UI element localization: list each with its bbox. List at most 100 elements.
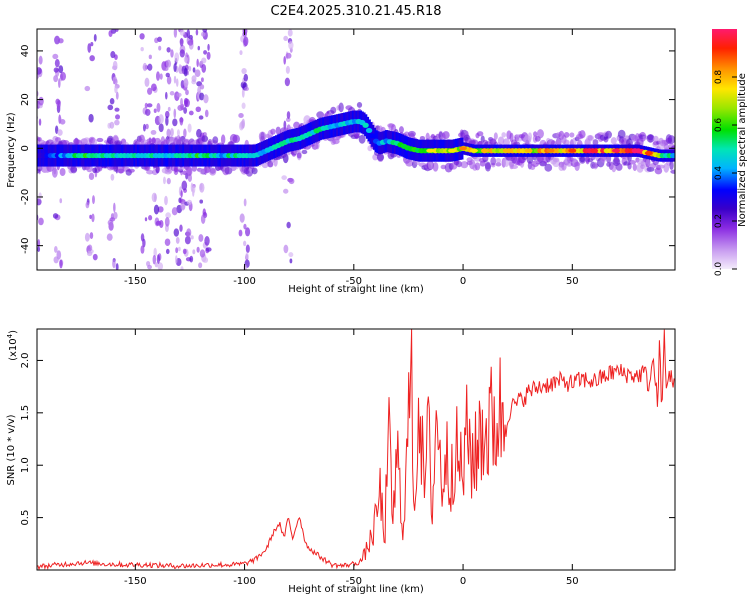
heatmap-speckle: [176, 92, 182, 97]
heatmap-speckle: [174, 52, 180, 63]
heatmap-speckle: [84, 232, 90, 242]
heatmap-speckle: [286, 221, 291, 229]
snr-y-axis: 0.5 1.0 1.5 2.0: [20, 352, 675, 526]
heatmap-halo: [173, 167, 179, 176]
heatmap-speckle: [37, 246, 41, 252]
heatmap-speckle: [192, 185, 196, 194]
heatmap-speckle: [157, 206, 164, 213]
heatmap-halo: [428, 160, 433, 170]
snr-plot-area: [37, 329, 675, 570]
heatmap-speckle: [179, 224, 183, 232]
heatmap-speckle: [31, 237, 36, 245]
heatmap-speckle: [165, 212, 172, 219]
heatmap-halo: [55, 137, 61, 142]
heatmap-halo: [338, 102, 344, 113]
heatmap-speckle: [186, 199, 193, 205]
heatmap-speckle: [177, 104, 184, 111]
heatmap-speckle: [170, 49, 174, 58]
heatmap-speckle: [58, 65, 64, 74]
heatmap-speckle: [89, 214, 92, 219]
heatmap-speckle: [147, 264, 152, 270]
heatmap-halo: [185, 166, 193, 177]
heatmap-halo: [301, 149, 308, 155]
heatmap-peak: [469, 148, 478, 153]
heatmap-halo: [258, 131, 267, 142]
heatmap-speckle: [198, 115, 204, 120]
heatmap-speckle: [156, 254, 160, 265]
x-tick-label: -50: [346, 276, 362, 287]
heatmap-speckle: [166, 47, 171, 53]
heatmap-speckle: [243, 198, 247, 207]
heatmap-halo: [474, 162, 481, 171]
heatmap-speckle: [107, 104, 114, 111]
heatmap-speckle: [34, 150, 37, 159]
heatmap-speckle: [37, 73, 40, 79]
heatmap-speckle: [146, 103, 153, 108]
heatmap-speckle: [148, 215, 153, 221]
heatmap-speckle: [158, 123, 164, 133]
heatmap-core: [362, 122, 369, 128]
spectrogram-x-label: Height of straight line (km): [288, 284, 424, 295]
snr-frame: [36, 328, 676, 571]
heatmap-speckle: [85, 201, 90, 209]
heatmap-speckle: [159, 219, 164, 229]
heatmap-speckle: [204, 236, 210, 246]
heatmap-halo: [663, 143, 669, 152]
heatmap-halo: [569, 132, 575, 138]
heatmap-halo: [610, 137, 617, 145]
heatmap-halo: [146, 138, 153, 143]
heatmap-core: [670, 152, 675, 159]
heatmap-speckle: [175, 255, 178, 264]
heatmap-speckle: [58, 115, 62, 124]
heatmap-speckle: [166, 177, 171, 185]
heatmap-speckle: [87, 244, 93, 252]
heatmap-speckle: [108, 30, 113, 38]
heatmap-speckle: [199, 182, 205, 193]
heatmap-speckle: [38, 192, 42, 200]
heatmap-speckle: [245, 227, 251, 237]
heatmap-speckle: [106, 233, 113, 241]
heatmap-halo: [220, 134, 226, 145]
heatmap-speckle: [158, 114, 164, 124]
heatmap-halo: [201, 135, 209, 143]
heatmap-speckle: [173, 63, 177, 73]
heatmap-halo: [615, 163, 623, 171]
heatmap-speckle: [159, 73, 163, 80]
heatmap-speckle: [170, 127, 174, 137]
heatmap-speckle: [196, 58, 199, 68]
heatmap-halo: [127, 168, 135, 173]
heatmap-speckle: [188, 34, 193, 40]
heatmap-halo: [579, 130, 586, 139]
heatmap-speckle: [52, 213, 59, 219]
heatmap-speckle: [109, 98, 115, 105]
colorbar-gradient: [712, 29, 737, 269]
heatmap-peak: [644, 151, 653, 156]
heatmap-halo: [605, 130, 612, 139]
heatmap-speckle: [57, 129, 63, 136]
heatmap-speckle: [199, 84, 205, 90]
heatmap-speckle: [204, 109, 209, 118]
heatmap-speckle: [38, 118, 42, 126]
colorbar-tick-label: 0.2: [714, 214, 724, 228]
heatmap-speckle: [139, 33, 145, 40]
heatmap-halo: [555, 137, 562, 146]
heatmap-speckle: [173, 228, 180, 237]
heatmap-speckle: [241, 102, 246, 110]
heatmap-halo: [563, 139, 570, 146]
heatmap-speckle: [87, 43, 92, 53]
heatmap-band: [369, 122, 373, 144]
heatmap-speckle: [93, 34, 97, 42]
heatmap-speckle: [179, 49, 185, 58]
heatmap-speckle: [183, 106, 188, 114]
heatmap-speckle: [196, 246, 200, 253]
heatmap-speckle: [164, 195, 168, 206]
heatmap-speckle: [245, 244, 250, 254]
heatmap-speckle: [37, 214, 39, 221]
heatmap-speckle: [199, 92, 205, 101]
heatmap-halo: [405, 159, 414, 167]
snr-multiplier-exponent: 4: [6, 333, 14, 338]
heatmap-speckle: [142, 123, 146, 132]
heatmap-speckle: [113, 202, 116, 213]
heatmap-halo: [667, 135, 675, 145]
snr-y-label: SNR (10 * v/v): [6, 414, 17, 485]
